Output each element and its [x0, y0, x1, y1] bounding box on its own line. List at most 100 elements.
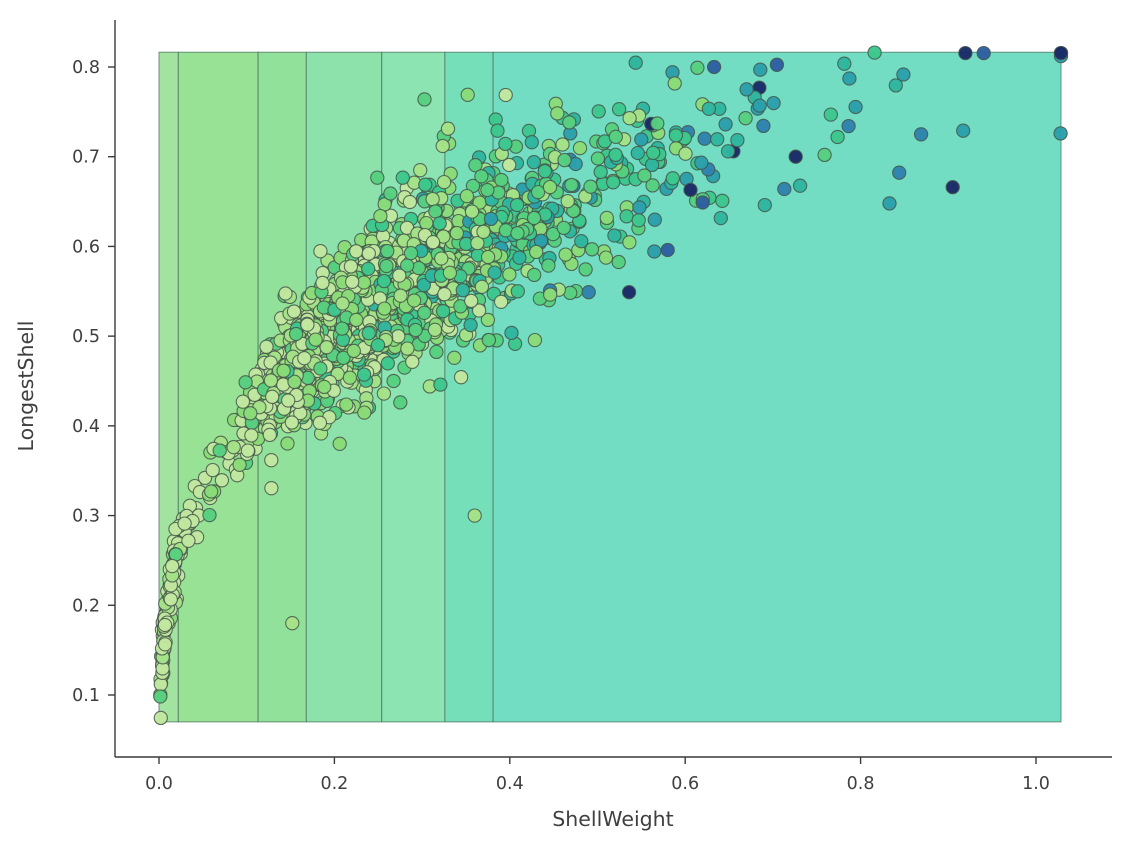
data-point	[442, 265, 458, 280]
partition-band	[492, 51, 1062, 723]
x-axis-label: ShellWeight	[552, 807, 673, 831]
partition-band	[444, 51, 494, 723]
data-point	[263, 373, 279, 388]
data-point	[463, 317, 478, 333]
data-point	[386, 373, 401, 389]
data-point	[232, 457, 247, 472]
data-point	[541, 258, 556, 273]
data-point	[429, 344, 444, 360]
data-point	[308, 332, 323, 347]
data-point	[428, 204, 443, 219]
data-point	[157, 637, 173, 652]
data-point	[281, 393, 296, 408]
data-point	[356, 275, 372, 290]
data-point	[212, 443, 227, 458]
data-point	[402, 194, 418, 210]
data-point	[284, 415, 300, 430]
data-point	[757, 197, 772, 213]
data-point	[694, 155, 709, 170]
data-point	[697, 131, 712, 146]
data-point	[480, 182, 495, 198]
data-point	[343, 259, 359, 274]
data-point	[792, 178, 808, 193]
data-point	[509, 197, 525, 213]
data-point	[405, 354, 420, 369]
data-point	[464, 293, 479, 309]
data-point	[555, 137, 570, 152]
data-point	[413, 163, 428, 178]
data-point	[976, 45, 991, 61]
data-point	[543, 287, 558, 302]
data-point	[453, 370, 469, 385]
x-tick-label: 0.8	[847, 774, 875, 794]
data-point	[376, 273, 392, 289]
data-point	[373, 208, 388, 224]
data-point	[628, 55, 643, 70]
data-point	[598, 250, 614, 265]
data-point	[581, 285, 596, 300]
data-point	[660, 242, 675, 258]
data-point	[590, 151, 606, 166]
y-tick-label: 0.5	[72, 327, 100, 347]
data-point	[631, 213, 646, 228]
data-point	[896, 67, 911, 82]
data-point	[502, 267, 517, 282]
data-point	[153, 710, 168, 726]
data-point	[244, 428, 259, 443]
data-point	[665, 171, 680, 186]
data-point	[437, 287, 452, 302]
data-point	[527, 267, 542, 283]
data-point	[956, 123, 971, 138]
data-point	[572, 140, 588, 156]
data-point	[474, 279, 490, 294]
data-point	[668, 128, 684, 143]
data-point	[370, 338, 386, 353]
data-point	[634, 132, 649, 147]
data-point	[425, 191, 440, 207]
data-point	[632, 200, 647, 215]
data-point	[769, 57, 785, 72]
data-point	[913, 127, 929, 142]
data-point	[336, 350, 351, 365]
data-point	[393, 288, 408, 303]
scatter-points-layer	[153, 45, 1069, 726]
data-point	[611, 254, 626, 270]
x-tick-label: 0.0	[145, 774, 173, 794]
data-point	[276, 363, 291, 378]
data-point	[593, 164, 608, 180]
y-tick-label: 0.2	[72, 596, 100, 616]
data-point	[524, 135, 539, 150]
data-point	[591, 104, 606, 119]
data-point	[777, 181, 792, 197]
data-point	[380, 243, 395, 259]
data-point	[498, 87, 513, 103]
data-point	[882, 196, 897, 211]
data-point	[432, 216, 447, 231]
data-point	[494, 172, 509, 188]
data-point	[1053, 126, 1068, 141]
data-point	[264, 481, 279, 496]
data-point	[498, 223, 514, 238]
data-point	[349, 312, 364, 328]
data-point	[379, 258, 394, 274]
data-point	[537, 164, 552, 179]
data-point	[738, 111, 753, 126]
data-point	[417, 92, 432, 107]
data-point	[300, 317, 315, 332]
data-point	[583, 179, 598, 194]
data-point	[370, 170, 385, 185]
data-point	[411, 260, 426, 276]
data-point	[756, 118, 771, 134]
data-point	[391, 329, 406, 344]
data-point	[678, 146, 693, 161]
data-point	[690, 60, 705, 75]
data-point	[349, 244, 364, 259]
data-point	[235, 394, 251, 409]
data-point	[356, 367, 372, 382]
data-point	[440, 121, 456, 136]
data-point	[202, 507, 217, 523]
data-point	[527, 332, 543, 348]
data-point	[574, 234, 589, 249]
data-point	[177, 516, 192, 531]
data-point	[753, 62, 768, 77]
